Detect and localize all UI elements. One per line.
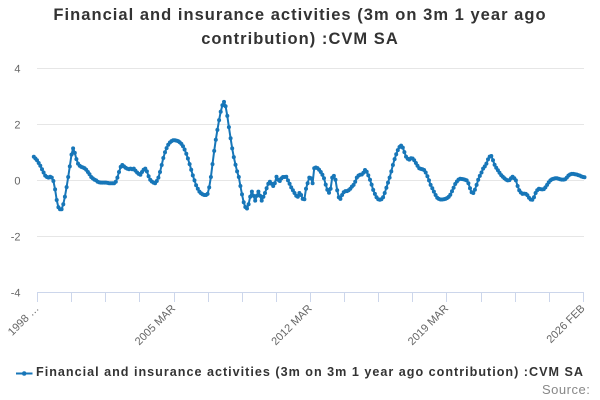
svg-text:4: 4 [14, 63, 20, 75]
svg-text:-2: -2 [11, 231, 21, 243]
svg-text:2012 MAR: 2012 MAR [269, 303, 314, 348]
svg-text:2005 MAR: 2005 MAR [133, 303, 178, 348]
svg-text:2: 2 [14, 119, 20, 131]
svg-text:1998 …: 1998 … [6, 303, 42, 339]
svg-text:2026 FEB: 2026 FEB [545, 303, 588, 346]
svg-text:0: 0 [14, 175, 20, 187]
svg-text:-4: -4 [11, 287, 21, 299]
svg-text:2019 MAR: 2019 MAR [406, 303, 451, 348]
